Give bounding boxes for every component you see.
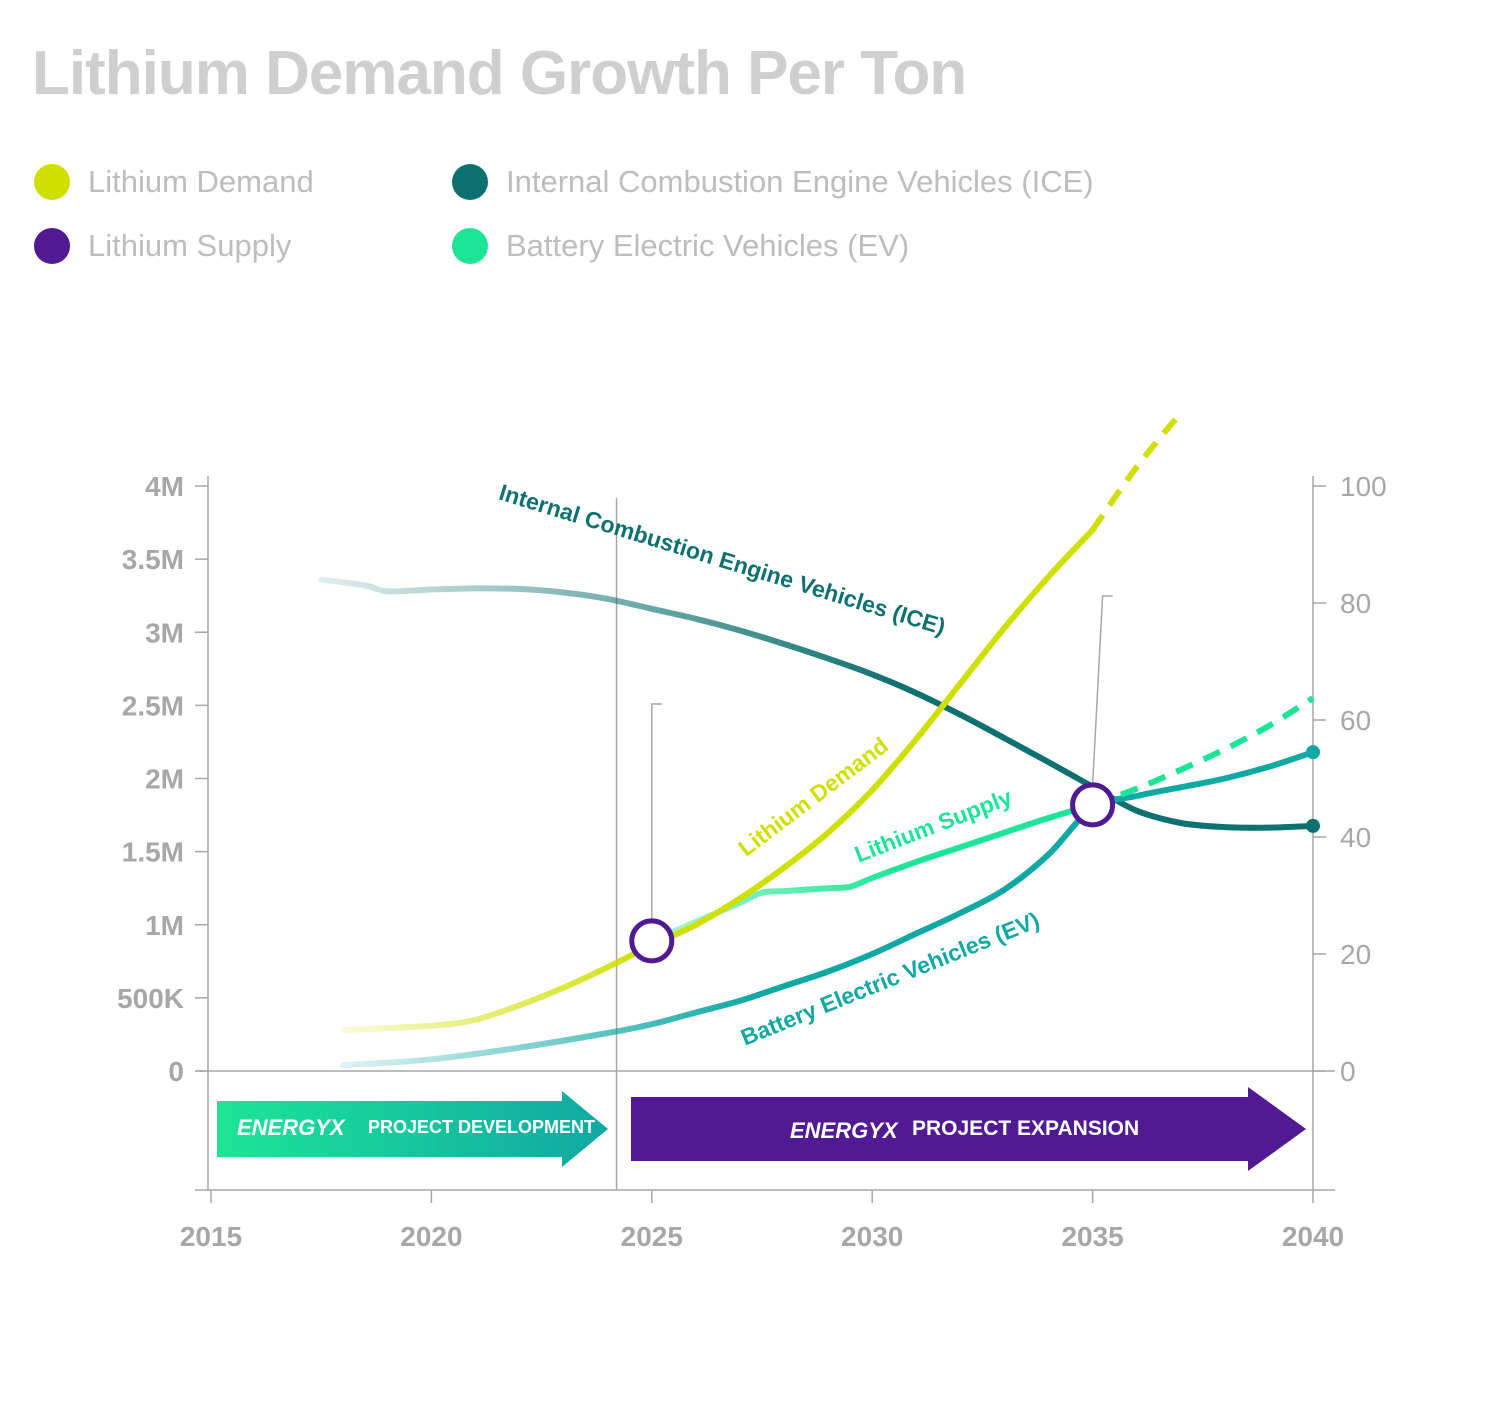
y-tick-label-3-5m: 3.5M [122, 544, 184, 575]
y2-tick-label-40: 40 [1340, 822, 1371, 853]
legend-item-ev: Battery Electric Vehicles (EV) [452, 228, 909, 264]
series [318, 410, 1320, 1069]
x-tick-label-2030: 2030 [841, 1221, 903, 1252]
y2-tick-label-60: 60 [1340, 705, 1371, 736]
y2-tick-label-80: 80 [1340, 588, 1371, 619]
project-development-banner: ENERGYX PROJECT DEVELOPMENT [217, 1091, 608, 1167]
legend-item-lithium-supply: Lithium Supply [34, 228, 291, 264]
y2-tick-label-20: 20 [1340, 939, 1371, 970]
y-tick-label-0: 0 [168, 1056, 184, 1087]
y-tick-label-1-5m: 1.5M [122, 837, 184, 868]
milestone-marker [1070, 782, 1116, 828]
project-expansion-arrow [631, 1087, 1306, 1171]
legend-label: Lithium Demand [88, 164, 314, 199]
y-tick-label-500k: 500K [117, 983, 184, 1014]
y-tick-label-4m: 4M [145, 471, 184, 502]
series-endpoint-battery-electric-vehicles-ev [1306, 745, 1320, 760]
series-labels: Internal Combustion Engine Vehicles (ICE… [496, 479, 1043, 1051]
legend-dot-lithium-supply [34, 228, 70, 264]
legend-dot-lithium-demand [34, 164, 70, 200]
series-projection-lithium-demand [1090, 410, 1184, 532]
marker-callout-line [651, 703, 662, 921]
series-line-battery-electric-vehicles-ev [340, 749, 1316, 1069]
y-tick-label-1m: 1M [145, 910, 184, 941]
markers [629, 595, 1116, 964]
project-development-arrow [217, 1091, 608, 1167]
project-development-label: PROJECT DEVELOPMENT [368, 1117, 595, 1137]
chart-title: Lithium Demand Growth Per Ton [32, 39, 967, 108]
y-tick-label-2-5m: 2.5M [122, 690, 184, 721]
legend-item-lithium-demand: Lithium Demand [34, 164, 314, 200]
series-line-internal-combustion-engine-vehicles-ice [318, 576, 1316, 831]
series-line-lithium-demand [340, 526, 1096, 1033]
x-tick-label-2015: 2015 [180, 1221, 242, 1252]
x-tick-label-2040: 2040 [1282, 1221, 1344, 1252]
project-expansion-label: PROJECT EXPANSION [912, 1117, 1139, 1140]
series-endpoint-internal-combustion-engine-vehicles-ice [1306, 818, 1320, 833]
series-line-lithium-supply [648, 801, 1096, 944]
series-label-internal-combustion-engine-vehicles-ice: Internal Combustion Engine Vehicles (ICE… [496, 479, 948, 640]
y-tick-label-3m: 3M [145, 617, 184, 648]
x-tick-label-2035: 2035 [1061, 1221, 1123, 1252]
project-expansion-banner: ENERGYX PROJECT EXPANSION [631, 1087, 1306, 1171]
series-projection-lithium-supply [1091, 695, 1315, 808]
legend-label: Battery Electric Vehicles (EV) [506, 228, 910, 263]
legend-dot-ice [452, 164, 488, 200]
energyx-logo: ENERGYX [790, 1118, 899, 1143]
y2-tick-label-0: 0 [1340, 1056, 1356, 1087]
legend-item-ice: Internal Combustion Engine Vehicles (ICE… [452, 164, 1094, 200]
ticks: 0500K1M1.5M2M2.5M3M3.5M4M020406080100201… [117, 471, 1387, 1252]
y-tick-label-2m: 2M [145, 764, 184, 795]
series-label-battery-electric-vehicles-ev: Battery Electric Vehicles (EV) [737, 907, 1043, 1051]
energyx-logo: ENERGYX [237, 1115, 346, 1140]
legend-dot-ev [452, 228, 488, 264]
legend-label: Lithium Supply [88, 228, 292, 263]
x-tick-label-2020: 2020 [400, 1221, 462, 1252]
x-tick-label-2025: 2025 [621, 1221, 683, 1252]
y2-tick-label-100: 100 [1340, 471, 1387, 502]
marker-callout-line [1091, 595, 1113, 785]
legend-label: Internal Combustion Engine Vehicles (ICE… [506, 164, 1094, 199]
milestone-marker [629, 918, 675, 964]
